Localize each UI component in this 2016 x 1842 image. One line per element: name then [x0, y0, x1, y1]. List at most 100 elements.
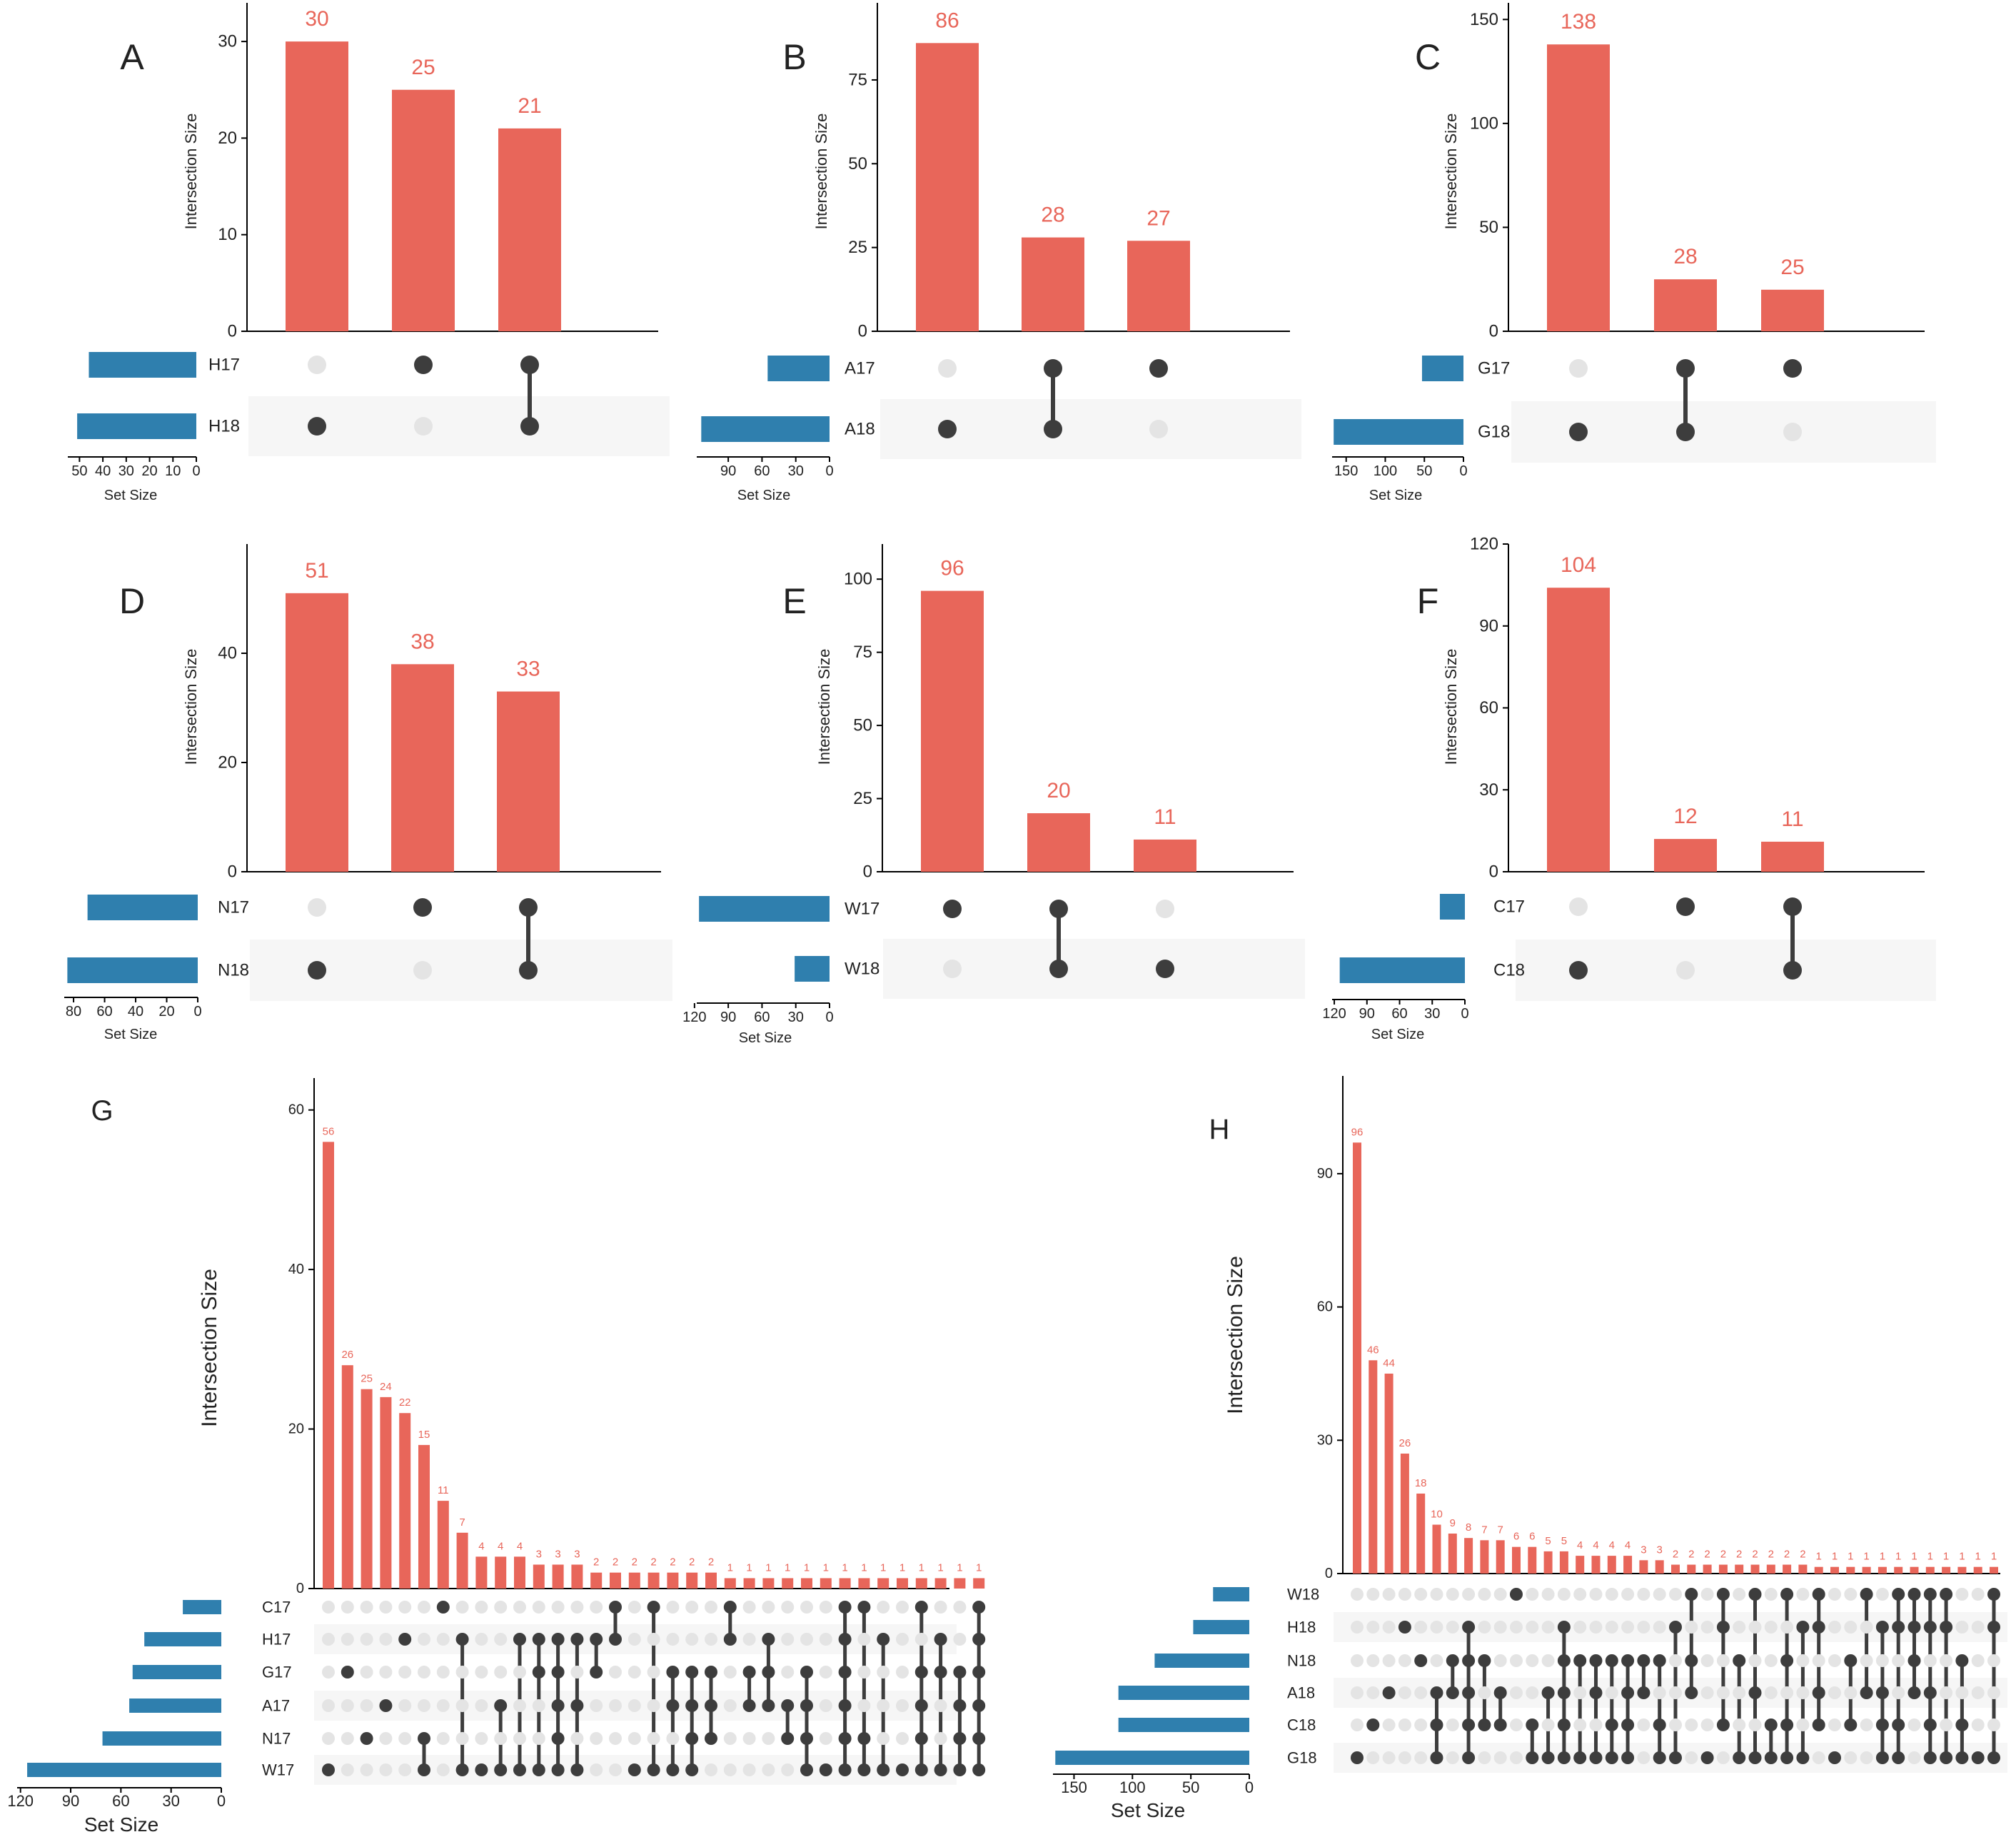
matrix-dot-inactive	[628, 1601, 641, 1614]
matrix-dot-inactive	[1748, 1718, 1762, 1731]
bar-value-label: 27	[1146, 206, 1170, 230]
matrix-dot-inactive	[819, 1699, 832, 1712]
set-tick-label: 100	[1119, 1778, 1146, 1796]
intersection-bar	[1639, 1560, 1648, 1574]
set-size-bar	[1118, 1718, 1249, 1732]
matrix-dot-active	[838, 1633, 852, 1646]
intersection-bar	[533, 1564, 545, 1589]
matrix-dot-inactive	[322, 1666, 335, 1679]
matrix-dot-active	[360, 1732, 373, 1745]
bar-value-label: 1	[1863, 1551, 1869, 1563]
matrix-dot-active	[1685, 1686, 1698, 1699]
matrix-dot-inactive	[1605, 1621, 1618, 1634]
set-tick-label: 90	[1359, 1006, 1375, 1022]
matrix-dot-inactive	[1860, 1751, 1873, 1764]
intersection-bar	[1750, 1564, 1760, 1574]
set-size-bar	[87, 895, 198, 920]
intersection-bar	[1353, 1142, 1361, 1574]
matrix-dot-inactive	[1541, 1718, 1555, 1731]
y-tick-label: 20	[288, 1421, 304, 1437]
matrix-dot-active	[1653, 1718, 1666, 1731]
bar-value-label: 1	[919, 1561, 924, 1574]
bar-value-label: 2	[1800, 1549, 1805, 1561]
bar-value-label: 1	[1832, 1551, 1838, 1563]
matrix-dot-active	[685, 1732, 699, 1745]
bar-value-label: 10	[1431, 1509, 1443, 1521]
matrix-dot-inactive	[819, 1666, 832, 1679]
matrix-dot-active	[1621, 1718, 1635, 1731]
matrix-dot-active	[551, 1666, 565, 1679]
matrix-dot-inactive	[819, 1732, 832, 1745]
matrix-dot-inactive	[1907, 1718, 1921, 1731]
matrix-dot-inactive	[1569, 897, 1588, 916]
matrix-dot-active	[414, 356, 433, 374]
intersection-bar	[1547, 588, 1610, 872]
set-tick-label: 0	[193, 1004, 201, 1020]
matrix-dot-active	[934, 1763, 947, 1776]
matrix-dot-inactive	[1637, 1751, 1650, 1764]
intersection-bar	[877, 1578, 889, 1589]
matrix-dot-active	[551, 1699, 565, 1712]
intersection-bar	[1654, 839, 1717, 872]
matrix-dot-active	[1923, 1718, 1937, 1731]
matrix-dot-inactive	[1637, 1621, 1650, 1634]
intersection-bar	[361, 1389, 373, 1589]
matrix-dot-inactive	[877, 1666, 890, 1679]
intersection-bar	[916, 43, 979, 331]
bar-value-label: 25	[411, 56, 435, 79]
bar-value-label: 1	[1895, 1551, 1901, 1563]
matrix-dot-active	[1430, 1751, 1443, 1764]
matrix-dot-active	[838, 1666, 852, 1679]
matrix-dot-inactive	[1955, 1588, 1969, 1601]
matrix-dot-inactive	[590, 1763, 603, 1776]
intersection-bar	[1830, 1566, 1839, 1574]
bar-value-label: 4	[1609, 1539, 1615, 1551]
matrix-dot-active	[532, 1633, 545, 1646]
set-tick-label: 30	[1424, 1006, 1440, 1022]
set-size-bar	[77, 413, 196, 439]
intersection-bar	[782, 1578, 794, 1589]
set-name-label: W17	[262, 1761, 294, 1779]
intersection-bar	[915, 1578, 927, 1589]
bar-value-label: 4	[1593, 1539, 1598, 1551]
set-tick-label: 50	[71, 463, 87, 479]
bar-value-label: 1	[880, 1561, 886, 1574]
matrix-dot-inactive	[1971, 1686, 1985, 1699]
bar-value-label: 2	[613, 1556, 618, 1569]
matrix-dot-inactive	[322, 1601, 335, 1614]
matrix-dot-inactive	[1844, 1686, 1858, 1699]
matrix-dot-inactive	[647, 1699, 660, 1712]
matrix-dot-active	[1557, 1751, 1571, 1764]
y-axis-label: Intersection Size	[1224, 1256, 1247, 1414]
y-tick-label: 25	[848, 238, 867, 257]
set-name-label: H18	[208, 417, 240, 436]
bar-value-label: 2	[650, 1556, 656, 1569]
matrix-dot-active	[934, 1633, 947, 1646]
intersection-bar	[495, 1556, 507, 1589]
intersection-bar	[1862, 1566, 1871, 1574]
matrix-dot-inactive	[532, 1699, 545, 1712]
matrix-dot-inactive	[1844, 1588, 1858, 1601]
intersection-bar	[1369, 1360, 1378, 1574]
matrix-dot-active	[666, 1763, 680, 1776]
intersection-bar	[1512, 1546, 1521, 1574]
matrix-dot-inactive	[436, 1732, 450, 1745]
matrix-dot-inactive	[1764, 1588, 1778, 1601]
intersection-bar	[667, 1572, 679, 1589]
matrix-dot-inactive	[513, 1699, 526, 1712]
matrix-dot-inactive	[953, 1633, 967, 1646]
intersection-bar	[380, 1396, 392, 1589]
matrix-dot-inactive	[1351, 1686, 1364, 1699]
matrix-dot-active	[436, 1601, 450, 1614]
matrix-dot-active	[705, 1666, 717, 1679]
intersection-bar	[1654, 279, 1717, 331]
y-tick-label: 90	[1317, 1166, 1333, 1182]
y-tick-label: 0	[1489, 322, 1498, 341]
matrix-dot-active	[1812, 1718, 1825, 1731]
matrix-dot-active	[519, 898, 538, 917]
bar-value-label: 2	[1784, 1549, 1790, 1561]
matrix-dot-inactive	[1573, 1686, 1587, 1699]
matrix-dot-inactive	[1653, 1588, 1666, 1601]
matrix-dot-active	[1637, 1686, 1650, 1699]
intersection-bar	[1607, 1556, 1616, 1574]
